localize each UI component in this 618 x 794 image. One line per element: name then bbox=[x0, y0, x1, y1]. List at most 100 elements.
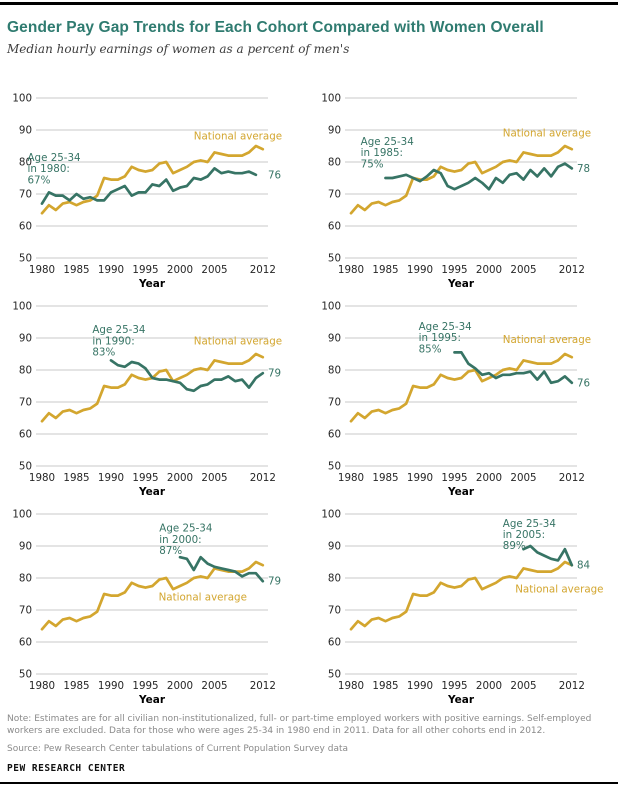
chart-panel-cohort-1985: 100 90 80 70 60 50 1980 1985 1990 1995 2000 2005 201… bbox=[309, 86, 618, 294]
y-tick-label: 70 bbox=[19, 397, 32, 409]
x-tick-label: 2012 bbox=[559, 472, 585, 484]
y-tick-label: 50 bbox=[19, 461, 32, 473]
x-tick-label: 1995 bbox=[441, 264, 467, 276]
y-tick-label: 100 bbox=[321, 301, 341, 313]
cohort-series-line bbox=[178, 555, 265, 583]
chart-grid: 100 90 80 70 60 50 1980 1985 1990 1995 2000 2005 201… bbox=[0, 86, 618, 710]
x-tick-label: 1995 bbox=[441, 680, 467, 692]
national-series-line bbox=[40, 352, 265, 423]
y-tick-label: 100 bbox=[321, 509, 341, 521]
y-tick-label: 90 bbox=[328, 125, 341, 137]
y-tick-label: 60 bbox=[328, 637, 341, 649]
y-tick-label: 70 bbox=[328, 605, 341, 617]
x-tick-label: 2000 bbox=[167, 472, 193, 484]
national-average-series-label: National average bbox=[194, 335, 282, 347]
cohort-series-line bbox=[109, 359, 265, 393]
top-divider-rule bbox=[0, 2, 618, 5]
y-tick-label: 90 bbox=[19, 333, 32, 345]
y-tick-label: 80 bbox=[328, 157, 341, 169]
cohort-annotation-line: in 1980: bbox=[28, 163, 70, 175]
x-tick-label: 1985 bbox=[63, 472, 89, 484]
y-tick-label: 50 bbox=[19, 669, 32, 681]
report-header: Gender Pay Gap Trends for Each Cohort Co… bbox=[0, 19, 618, 56]
y-tick-label: 90 bbox=[328, 333, 341, 345]
x-tick-label: 1990 bbox=[407, 264, 433, 276]
cohort-annotation-line: Age 25-34 bbox=[28, 152, 81, 164]
national-series-line bbox=[349, 144, 574, 215]
end-value-label: 76 bbox=[268, 169, 281, 181]
chart-panel-cohort-1995: 100 90 80 70 60 50 1980 1985 1990 1995 2000 2005 201… bbox=[309, 294, 618, 502]
cohort-annotation-line: in 1995: bbox=[419, 332, 461, 344]
y-tick-label: 80 bbox=[19, 157, 32, 169]
cohort-annotation-line: 87% bbox=[159, 545, 182, 557]
x-tick-label: 2005 bbox=[510, 680, 536, 692]
x-tick-label: 2005 bbox=[201, 472, 227, 484]
x-tick-label: 2000 bbox=[476, 680, 502, 692]
cohort-annotation-line: 83% bbox=[92, 347, 115, 359]
cohort-annotation-line: in 1990: bbox=[92, 335, 134, 347]
cohort-series-line bbox=[40, 167, 258, 205]
x-tick-label: 1990 bbox=[98, 264, 124, 276]
national-series-line bbox=[40, 144, 265, 215]
x-axis-title: Year bbox=[138, 486, 166, 498]
y-tick-label: 70 bbox=[19, 189, 32, 201]
cohort-series-line bbox=[522, 544, 574, 567]
x-tick-label: 1985 bbox=[63, 680, 89, 692]
footnote-text: Note: Estimates are for all civilian non… bbox=[7, 714, 592, 736]
cohort-annotation-line: Age 25-34 bbox=[419, 321, 472, 333]
x-tick-label: 1995 bbox=[132, 472, 158, 484]
y-tick-label: 80 bbox=[19, 573, 32, 585]
y-tick-label: 90 bbox=[19, 125, 32, 137]
cohort-annotation-line: 75% bbox=[361, 158, 384, 170]
y-tick-label: 100 bbox=[12, 93, 32, 105]
x-axis-title: Year bbox=[447, 486, 475, 498]
end-value-label: 79 bbox=[268, 368, 281, 380]
x-tick-label: 2005 bbox=[510, 264, 536, 276]
y-tick-label: 50 bbox=[19, 253, 32, 265]
x-tick-label: 1985 bbox=[63, 264, 89, 276]
x-tick-label: 1980 bbox=[338, 472, 364, 484]
x-tick-label: 2012 bbox=[250, 680, 276, 692]
cohort-annotation-line: 67% bbox=[28, 174, 51, 186]
x-tick-label: 1980 bbox=[338, 680, 364, 692]
x-axis-title: Year bbox=[447, 694, 475, 706]
x-tick-label: 2005 bbox=[201, 264, 227, 276]
chart-panel-cohort-1990: 100 90 80 70 60 50 1980 1985 1990 1995 2000 2005 201… bbox=[0, 294, 309, 502]
x-tick-label: 2000 bbox=[167, 680, 193, 692]
x-tick-label: 2000 bbox=[167, 264, 193, 276]
x-tick-label: 2012 bbox=[250, 472, 276, 484]
end-value-label: 84 bbox=[577, 560, 590, 572]
national-average-series-label: National average bbox=[159, 591, 247, 603]
national-series-line bbox=[40, 560, 265, 631]
x-tick-label: 1980 bbox=[29, 472, 55, 484]
national-average-series-label: National average bbox=[194, 131, 282, 143]
cohort-series-line bbox=[453, 351, 574, 385]
chart-panel-cohort-1980: 100 90 80 70 60 50 1980 1985 1990 1995 2000 2005 201… bbox=[0, 86, 309, 294]
national-series-line bbox=[349, 352, 574, 423]
source-text: Source: Pew Research Center tabulations … bbox=[7, 744, 349, 755]
x-tick-label: 2005 bbox=[510, 472, 536, 484]
page-subtitle: Median hourly earnings of women as a per… bbox=[7, 42, 350, 56]
cohort-series-line bbox=[384, 162, 574, 191]
x-tick-label: 2012 bbox=[559, 264, 585, 276]
y-tick-label: 50 bbox=[328, 461, 341, 473]
chart-panel-cohort-2005: 100 90 80 70 60 50 1980 1985 1990 1995 2000 2005 201… bbox=[309, 502, 618, 710]
x-axis-title: Year bbox=[138, 694, 166, 706]
y-tick-label: 100 bbox=[12, 509, 32, 521]
y-tick-label: 100 bbox=[321, 93, 341, 105]
cohort-annotation-line: in 2005: bbox=[503, 529, 545, 541]
end-value-label: 76 bbox=[577, 377, 590, 389]
cohort-annotation-line: in 1985: bbox=[361, 147, 403, 159]
cohort-annotation-line: 85% bbox=[419, 343, 442, 355]
y-tick-label: 100 bbox=[12, 301, 32, 313]
pew-research-center-wordmark: PEW RESEARCH CENTER bbox=[7, 763, 126, 775]
x-tick-label: 1990 bbox=[98, 472, 124, 484]
x-tick-label: 1995 bbox=[132, 680, 158, 692]
x-tick-label: 1995 bbox=[132, 264, 158, 276]
y-tick-label: 60 bbox=[19, 221, 32, 233]
